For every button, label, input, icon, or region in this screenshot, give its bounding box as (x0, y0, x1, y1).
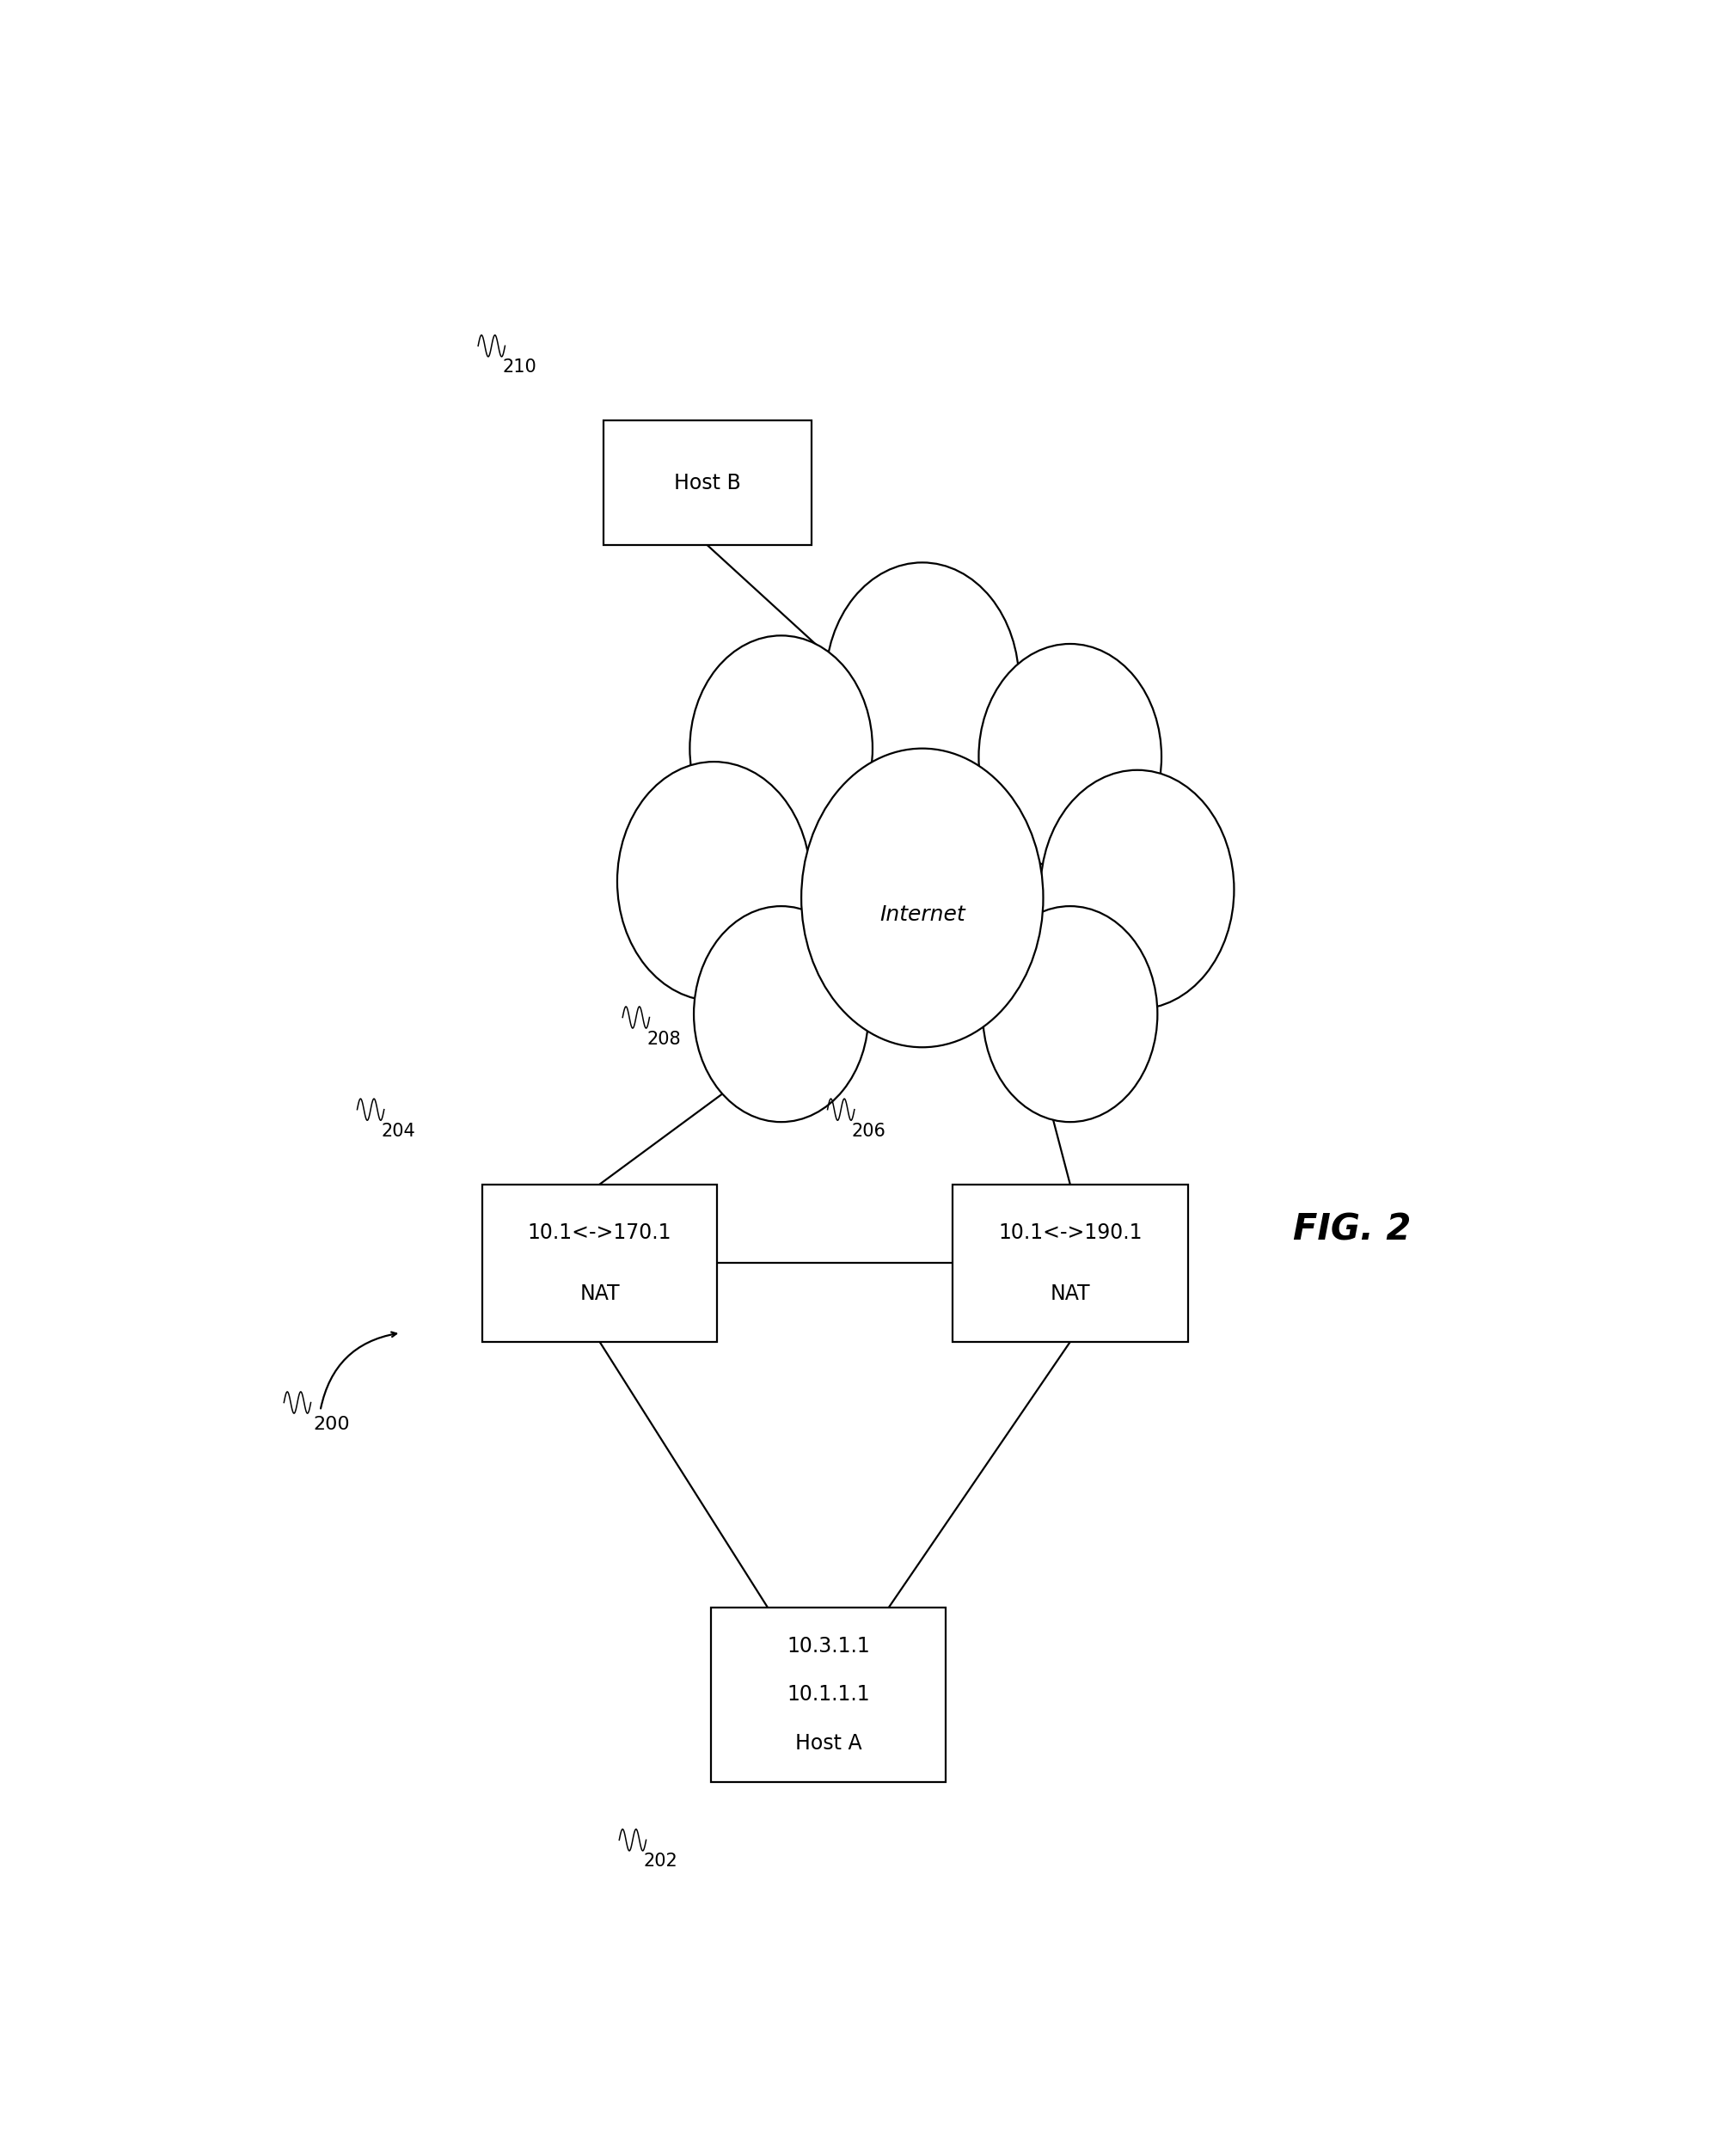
Circle shape (978, 645, 1162, 869)
Text: NAT: NAT (1051, 1283, 1091, 1304)
FancyBboxPatch shape (603, 420, 812, 545)
Text: Host B: Host B (675, 472, 740, 494)
Ellipse shape (694, 699, 1151, 1097)
FancyBboxPatch shape (711, 1608, 945, 1781)
Circle shape (983, 906, 1158, 1121)
Text: 10.1<->190.1: 10.1<->190.1 (999, 1222, 1143, 1244)
FancyBboxPatch shape (952, 1184, 1188, 1341)
Text: 206: 206 (851, 1123, 886, 1141)
Text: Internet: Internet (879, 903, 966, 925)
Text: NAT: NAT (579, 1283, 619, 1304)
FancyBboxPatch shape (482, 1184, 718, 1341)
Circle shape (825, 563, 1020, 802)
Text: 10.1.1.1: 10.1.1.1 (787, 1684, 870, 1705)
Text: 208: 208 (647, 1031, 681, 1048)
Circle shape (1040, 770, 1235, 1009)
Text: FIG. 2: FIG. 2 (1294, 1212, 1411, 1248)
Text: 204: 204 (381, 1123, 416, 1141)
Circle shape (801, 748, 1044, 1048)
Text: 210: 210 (503, 358, 536, 375)
Circle shape (690, 636, 872, 862)
Text: 202: 202 (643, 1852, 678, 1869)
Text: 200: 200 (314, 1416, 350, 1434)
Circle shape (694, 906, 869, 1121)
Circle shape (617, 761, 812, 1000)
Text: 10.1<->170.1: 10.1<->170.1 (527, 1222, 671, 1244)
Text: 10.3.1.1: 10.3.1.1 (787, 1636, 870, 1656)
Text: Host A: Host A (794, 1733, 862, 1753)
